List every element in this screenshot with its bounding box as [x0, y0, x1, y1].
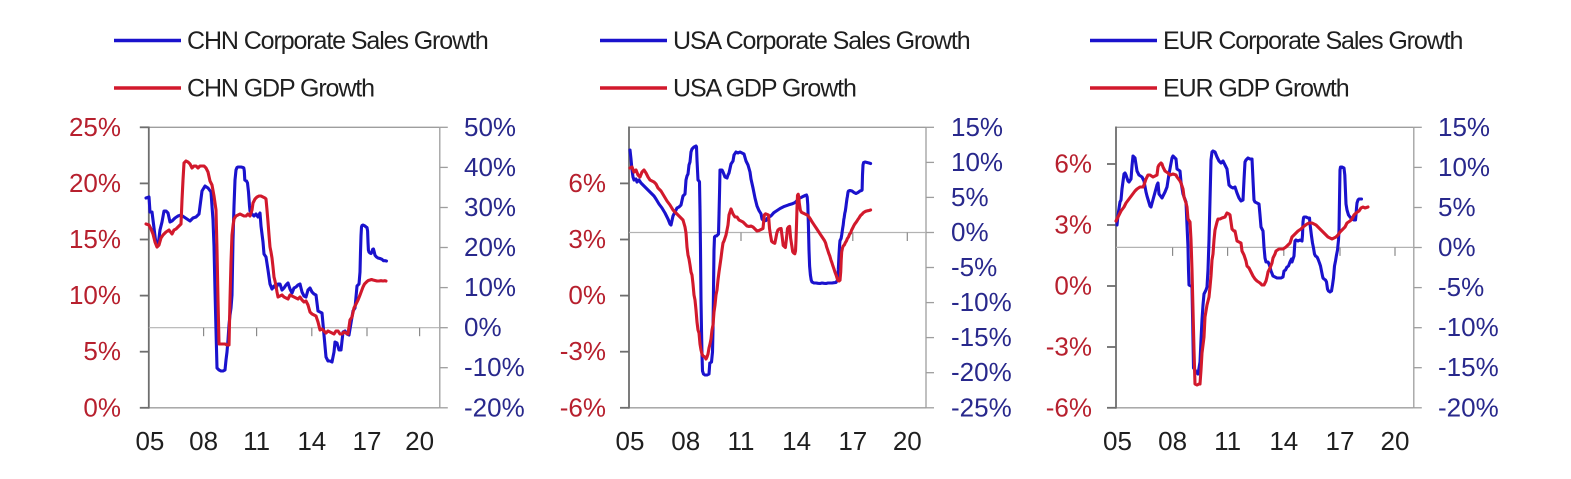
svg-text:14: 14	[782, 426, 811, 456]
svg-text:50%: 50%	[464, 112, 516, 142]
svg-text:EUR GDP Growth: EUR GDP Growth	[1163, 75, 1349, 103]
svg-text:08: 08	[189, 426, 218, 456]
svg-text:17: 17	[838, 426, 867, 456]
svg-text:08: 08	[671, 426, 700, 456]
svg-text:0%: 0%	[568, 280, 606, 310]
svg-text:0%: 0%	[1054, 271, 1092, 301]
svg-text:15%: 15%	[951, 112, 1003, 142]
svg-text:14: 14	[297, 426, 326, 456]
svg-text:10%: 10%	[69, 280, 121, 310]
svg-text:CHN Corporate Sales Growth: CHN Corporate Sales Growth	[187, 27, 488, 55]
svg-text:-15%: -15%	[951, 322, 1012, 352]
svg-text:10%: 10%	[951, 147, 1003, 177]
svg-text:15%: 15%	[69, 224, 121, 254]
svg-text:EUR Corporate Sales Growth: EUR Corporate Sales Growth	[1163, 27, 1463, 55]
svg-text:0%: 0%	[951, 217, 989, 247]
svg-text:USA Corporate Sales Growth: USA Corporate Sales Growth	[673, 27, 970, 55]
svg-text:-6%: -6%	[1046, 392, 1092, 422]
svg-text:05: 05	[1103, 426, 1132, 456]
svg-text:25%: 25%	[69, 112, 121, 142]
svg-text:11: 11	[243, 426, 270, 456]
svg-text:-20%: -20%	[1438, 392, 1499, 422]
svg-text:11: 11	[728, 426, 755, 456]
svg-text:CHN GDP Growth: CHN GDP Growth	[187, 75, 374, 103]
svg-text:6%: 6%	[1054, 149, 1092, 179]
svg-text:15%: 15%	[1438, 112, 1490, 142]
svg-text:-10%: -10%	[951, 287, 1012, 317]
svg-text:05: 05	[616, 426, 645, 456]
svg-text:0%: 0%	[83, 392, 121, 422]
svg-text:20: 20	[1381, 426, 1410, 456]
svg-text:20%: 20%	[464, 232, 516, 262]
svg-text:3%: 3%	[568, 224, 606, 254]
svg-text:0%: 0%	[1438, 232, 1476, 262]
svg-text:14: 14	[1269, 426, 1298, 456]
svg-text:-20%: -20%	[951, 357, 1012, 387]
svg-text:20: 20	[893, 426, 922, 456]
svg-text:20%: 20%	[69, 168, 121, 198]
svg-text:08: 08	[1158, 426, 1187, 456]
svg-text:10%: 10%	[1438, 152, 1490, 182]
svg-text:USA GDP Growth: USA GDP Growth	[673, 75, 856, 103]
svg-text:-25%: -25%	[951, 392, 1012, 422]
svg-text:-20%: -20%	[464, 392, 525, 422]
svg-text:10%: 10%	[464, 272, 516, 302]
svg-text:-3%: -3%	[1046, 332, 1092, 362]
svg-text:-5%: -5%	[1438, 272, 1484, 302]
svg-text:20: 20	[405, 426, 434, 456]
svg-text:17: 17	[1326, 426, 1355, 456]
svg-text:-15%: -15%	[1438, 352, 1499, 382]
svg-text:6%: 6%	[568, 168, 606, 198]
svg-text:05: 05	[135, 426, 164, 456]
svg-text:-6%: -6%	[560, 392, 606, 422]
svg-text:30%: 30%	[464, 192, 516, 222]
svg-text:5%: 5%	[951, 182, 989, 212]
svg-text:11: 11	[1214, 426, 1241, 456]
svg-text:17: 17	[353, 426, 382, 456]
svg-text:5%: 5%	[83, 336, 121, 366]
svg-text:0%: 0%	[464, 312, 502, 342]
svg-text:-3%: -3%	[560, 336, 606, 366]
svg-text:-5%: -5%	[951, 252, 997, 282]
svg-text:5%: 5%	[1438, 192, 1476, 222]
svg-text:3%: 3%	[1054, 210, 1092, 240]
svg-text:-10%: -10%	[464, 352, 525, 382]
svg-text:-10%: -10%	[1438, 312, 1499, 342]
svg-text:40%: 40%	[464, 152, 516, 182]
